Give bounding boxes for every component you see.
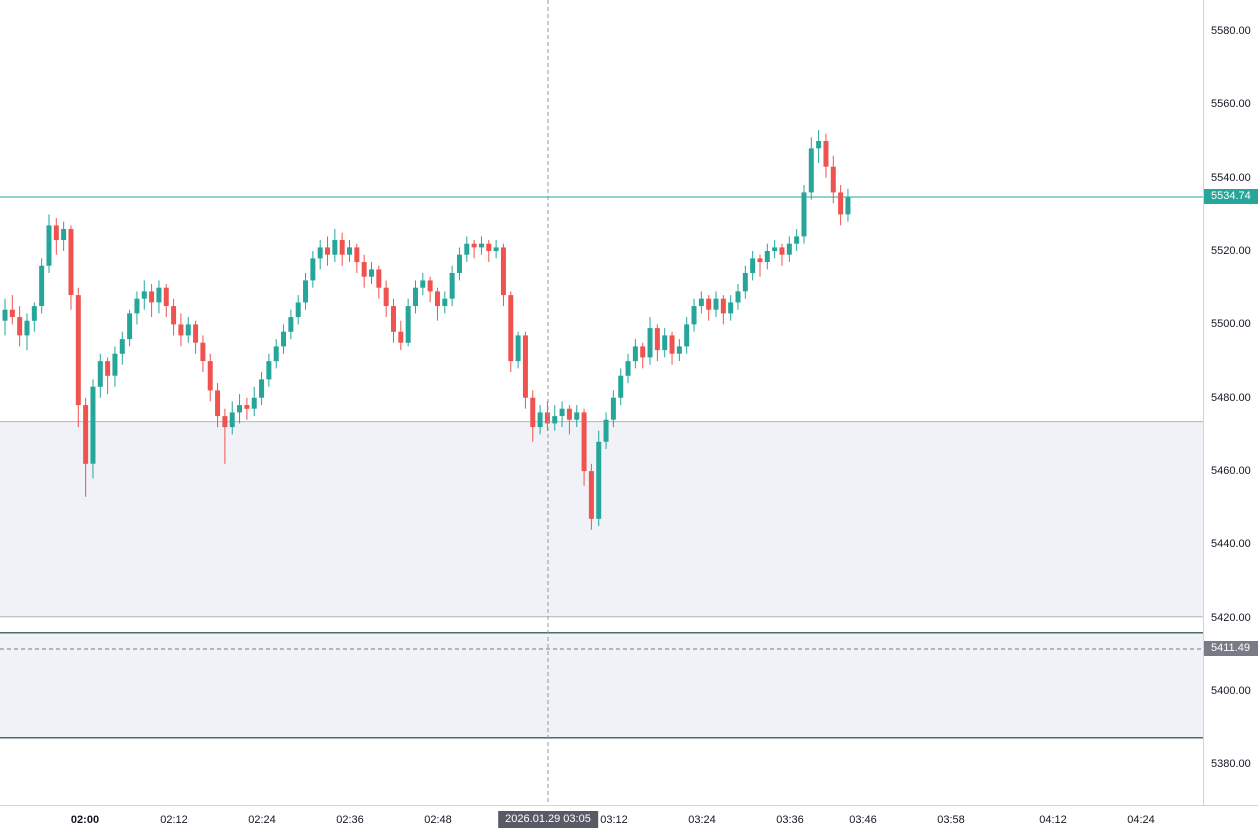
- price-tick-label: 5560.00: [1211, 98, 1251, 110]
- time-tick-label: 03:58: [937, 814, 965, 826]
- time-tick-label: 04:12: [1039, 814, 1067, 826]
- time-tick-label: 02:48: [424, 814, 452, 826]
- time-tick-label: 02:24: [248, 814, 276, 826]
- time-tick-label: 03:46: [849, 814, 877, 826]
- current-price-badge: 5534.74: [1204, 189, 1258, 204]
- time-tick-label: 02:00: [70, 814, 100, 826]
- time-axis[interactable]: 2026.01.29 03:05 02:00 02:12 02:24 02:36 02:…: [0, 805, 1258, 833]
- price-tick-label: 5420.00: [1211, 612, 1251, 624]
- price-tick-label: 5460.00: [1211, 465, 1251, 477]
- candles-group: [2, 130, 851, 530]
- candlestick-chart[interactable]: [0, 0, 1203, 805]
- zone-fill[interactable]: [0, 421, 1203, 617]
- zone-fill[interactable]: [0, 632, 1203, 738]
- time-tick-label: 03:36: [776, 814, 804, 826]
- time-tick-label: 03:24: [688, 814, 716, 826]
- level-price-badge: 5411.49: [1204, 641, 1258, 656]
- price-tick-label: 5580.00: [1211, 25, 1251, 37]
- price-tick-label: 5480.00: [1211, 392, 1251, 404]
- time-tick-label: 03:12: [600, 814, 628, 826]
- crosshair-time-badge: 2026.01.29 03:05: [498, 811, 598, 828]
- price-zones[interactable]: [0, 421, 1203, 739]
- time-tick-label: 02:12: [160, 814, 188, 826]
- price-tick-label: 5380.00: [1211, 758, 1251, 770]
- price-level-lines[interactable]: [0, 196, 1203, 650]
- price-tick-label: 5500.00: [1211, 318, 1251, 330]
- chart-pane[interactable]: [0, 0, 1203, 805]
- price-axis[interactable]: 5534.74 5411.49 5580.00 5560.00 5540.00 552…: [1203, 0, 1258, 833]
- price-tick-label: 5540.00: [1211, 172, 1251, 184]
- time-tick-label: 04:24: [1127, 814, 1155, 826]
- price-tick-label: 5400.00: [1211, 685, 1251, 697]
- time-tick-label: 02:36: [336, 814, 364, 826]
- price-tick-label: 5520.00: [1211, 245, 1251, 257]
- price-tick-label: 5440.00: [1211, 538, 1251, 550]
